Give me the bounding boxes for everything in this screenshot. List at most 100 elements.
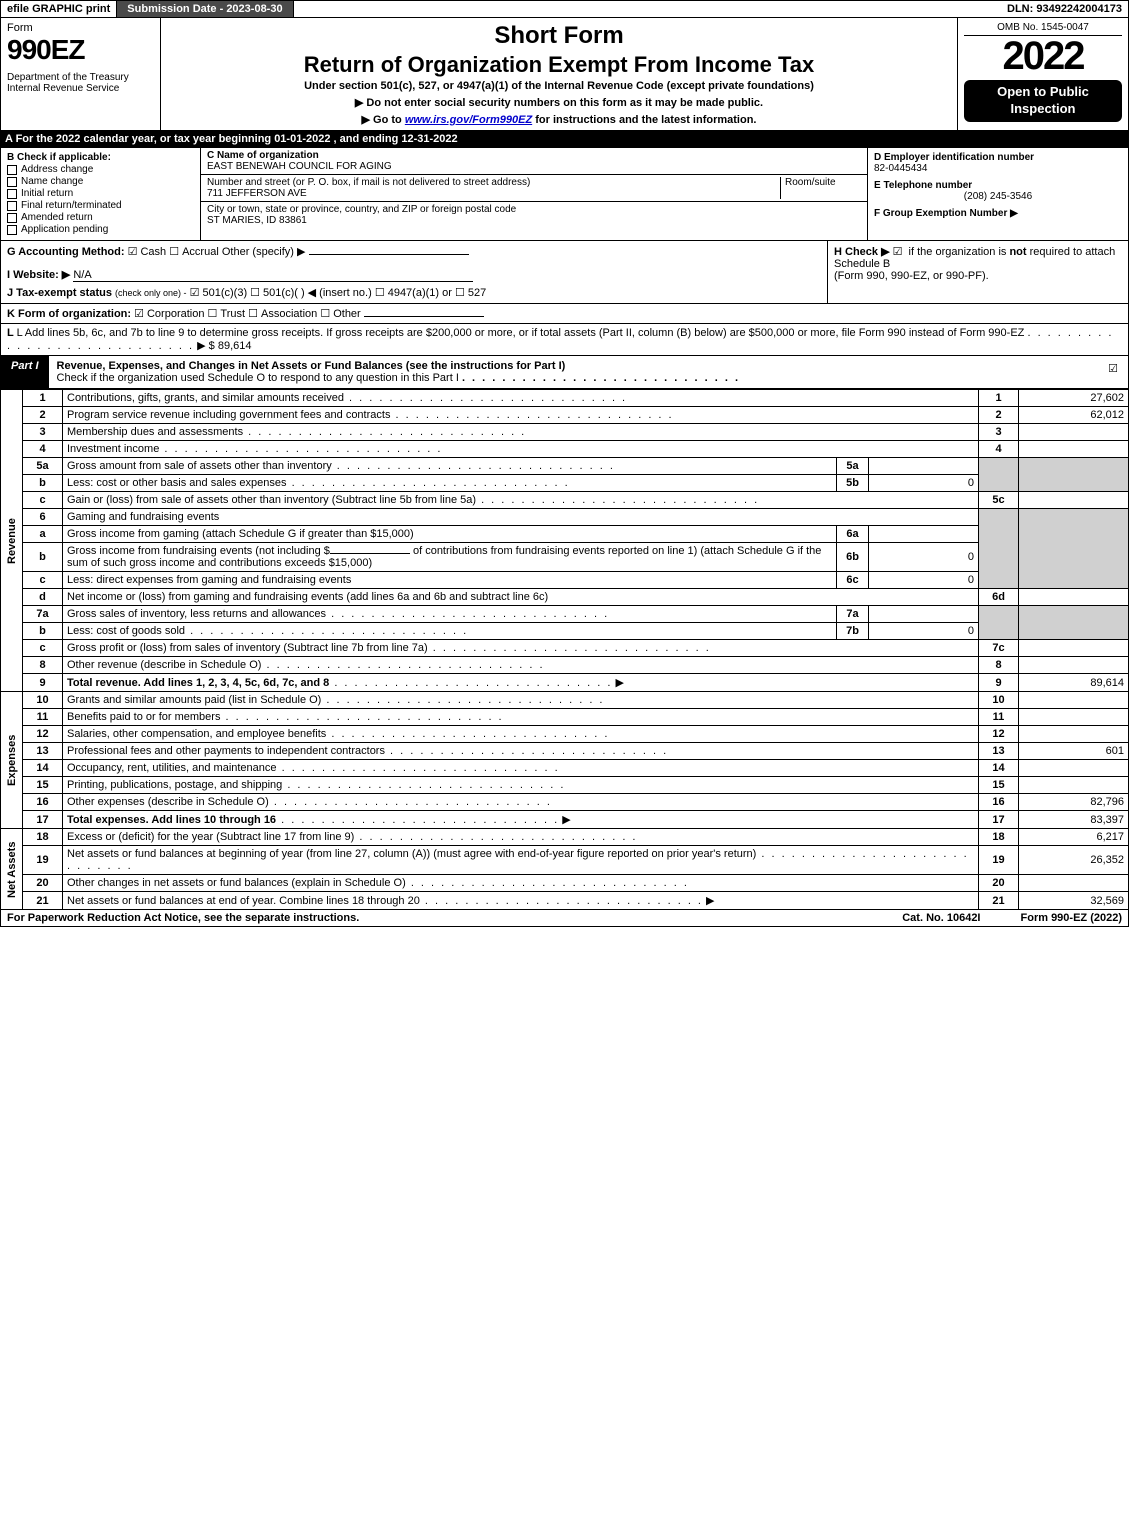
sub-amt: 0 (869, 623, 979, 640)
line-amt: 32,569 (1019, 892, 1129, 910)
line-ref: 19 (979, 846, 1019, 875)
line-ref: 10 (979, 692, 1019, 709)
line-amt: 6,217 (1019, 829, 1129, 846)
line-desc: Occupancy, rent, utilities, and maintena… (67, 762, 277, 774)
line-desc: Gain or (loss) from sale of assets other… (67, 494, 476, 506)
part-checkbox[interactable]: ☑ (1098, 356, 1128, 388)
line-amt (1019, 441, 1129, 458)
header-left: Form 990EZ Department of the Treasury In… (1, 18, 161, 130)
line-num: 14 (23, 760, 63, 777)
chk-other-org[interactable]: Other (320, 308, 360, 320)
checkbox-icon (7, 201, 17, 211)
form-org-label: K Form of organization: (7, 308, 131, 320)
city: ST MARIES, ID 83861 (207, 215, 307, 226)
other-org-blank[interactable] (364, 316, 484, 317)
section-j: J Tax-exempt status (check only one) - 5… (7, 286, 821, 299)
line-ref: 2 (979, 407, 1019, 424)
org-name: EAST BENEWAH COUNCIL FOR AGING (207, 161, 392, 172)
chk-corporation[interactable]: Corporation (134, 308, 204, 320)
line-amt: 83,397 (1019, 811, 1129, 829)
chk-name-change[interactable]: Name change (7, 176, 194, 187)
line-desc: Less: cost of goods sold (67, 625, 185, 637)
grey-cell (1019, 458, 1129, 492)
line-ref: 4 (979, 441, 1019, 458)
line-num: 7a (23, 606, 63, 623)
net-assets-label: Net Assets (1, 829, 23, 910)
chk-initial-return[interactable]: Initial return (7, 188, 194, 199)
other-blank[interactable] (309, 254, 469, 255)
part-title: Revenue, Expenses, and Changes in Net As… (49, 356, 1098, 388)
other-specify: Other (specify) ▶ (222, 246, 306, 258)
grey-cell (979, 606, 1019, 640)
section-h: H Check ▶ if the organization is not req… (828, 241, 1128, 303)
chk-501c3[interactable]: 501(c)(3) (190, 287, 248, 299)
form-number: 990EZ (7, 34, 154, 66)
section-g-i-j: G Accounting Method: Cash Accrual Other … (1, 241, 828, 303)
chk-application-pending[interactable]: Application pending (7, 224, 194, 235)
line-num: c (23, 492, 63, 509)
line-num: 13 (23, 743, 63, 760)
efile-label[interactable]: efile GRAPHIC print (1, 1, 117, 17)
submission-date: Submission Date - 2023-08-30 (117, 1, 293, 17)
section-g: G Accounting Method: Cash Accrual Other … (7, 245, 821, 258)
line-desc: Benefits paid to or for members (67, 711, 220, 723)
dln: DLN: 93492242004173 (1001, 1, 1128, 17)
chk-amended-return[interactable]: Amended return (7, 212, 194, 223)
org-name-label: C Name of organization (207, 150, 319, 161)
chk-sched-b[interactable] (893, 246, 906, 258)
line-ref: 3 (979, 424, 1019, 441)
city-label: City or town, state or province, country… (207, 204, 516, 215)
chk-4947[interactable]: 4947(a)(1) or (375, 287, 452, 299)
line-desc: Printing, publications, postage, and shi… (67, 779, 282, 791)
chk-trust[interactable]: Trust (208, 308, 246, 320)
line-amt (1019, 726, 1129, 743)
blank-amount[interactable] (330, 553, 410, 554)
line-ref: 21 (979, 892, 1019, 910)
line-num: 6 (23, 509, 63, 526)
line-num: 8 (23, 657, 63, 674)
sub-amt: 0 (869, 543, 979, 572)
tax-year: 2022 (964, 36, 1122, 76)
section-k: K Form of organization: Corporation Trus… (0, 304, 1129, 324)
sub-amt (869, 526, 979, 543)
chk-cash[interactable]: Cash (128, 246, 167, 258)
tax-exempt-label: J Tax-exempt status (7, 287, 112, 299)
line-desc: Net income or (loss) from gaming and fun… (67, 591, 548, 603)
line-ref: 17 (979, 811, 1019, 829)
footer-center: Cat. No. 10642I (862, 912, 1020, 924)
chk-501c[interactable]: 501(c)( ) ◀ (insert no.) (250, 287, 372, 299)
grey-cell (979, 458, 1019, 492)
line-num: 4 (23, 441, 63, 458)
line-amt (1019, 492, 1129, 509)
line-num: 11 (23, 709, 63, 726)
line-amt: 89,614 (1019, 674, 1129, 692)
line-amt: 27,602 (1019, 390, 1129, 407)
line-num: 20 (23, 875, 63, 892)
line-desc: Other revenue (describe in Schedule O) (67, 659, 261, 671)
chk-final-return[interactable]: Final return/terminated (7, 200, 194, 211)
line-amt (1019, 640, 1129, 657)
line-num: 3 (23, 424, 63, 441)
irs-link[interactable]: www.irs.gov/Form990EZ (405, 114, 532, 126)
department: Department of the Treasury Internal Reve… (7, 72, 154, 94)
chk-accrual[interactable]: Accrual (169, 246, 219, 258)
line-ref: 1 (979, 390, 1019, 407)
line-num: 9 (23, 674, 63, 692)
line-amt (1019, 709, 1129, 726)
line-desc: Membership dues and assessments (67, 426, 243, 438)
line-desc: Investment income (67, 443, 159, 455)
line-desc: Gross income from fundraising events (no… (67, 545, 330, 557)
line-ref: 14 (979, 760, 1019, 777)
line-ref: 15 (979, 777, 1019, 794)
sub-amt: 0 (869, 475, 979, 492)
chk-association[interactable]: Association (248, 308, 317, 320)
revenue-label: Revenue (1, 390, 23, 692)
line-ref: 12 (979, 726, 1019, 743)
line-amt (1019, 657, 1129, 674)
checkbox-icon (7, 189, 17, 199)
chk-527[interactable]: 527 (455, 287, 486, 299)
instr-pre: ▶ Go to (362, 114, 405, 126)
section-l: L L Add lines 5b, 6c, and 7b to line 9 t… (0, 324, 1129, 356)
footer-left: For Paperwork Reduction Act Notice, see … (7, 912, 862, 924)
chk-address-change[interactable]: Address change (7, 164, 194, 175)
